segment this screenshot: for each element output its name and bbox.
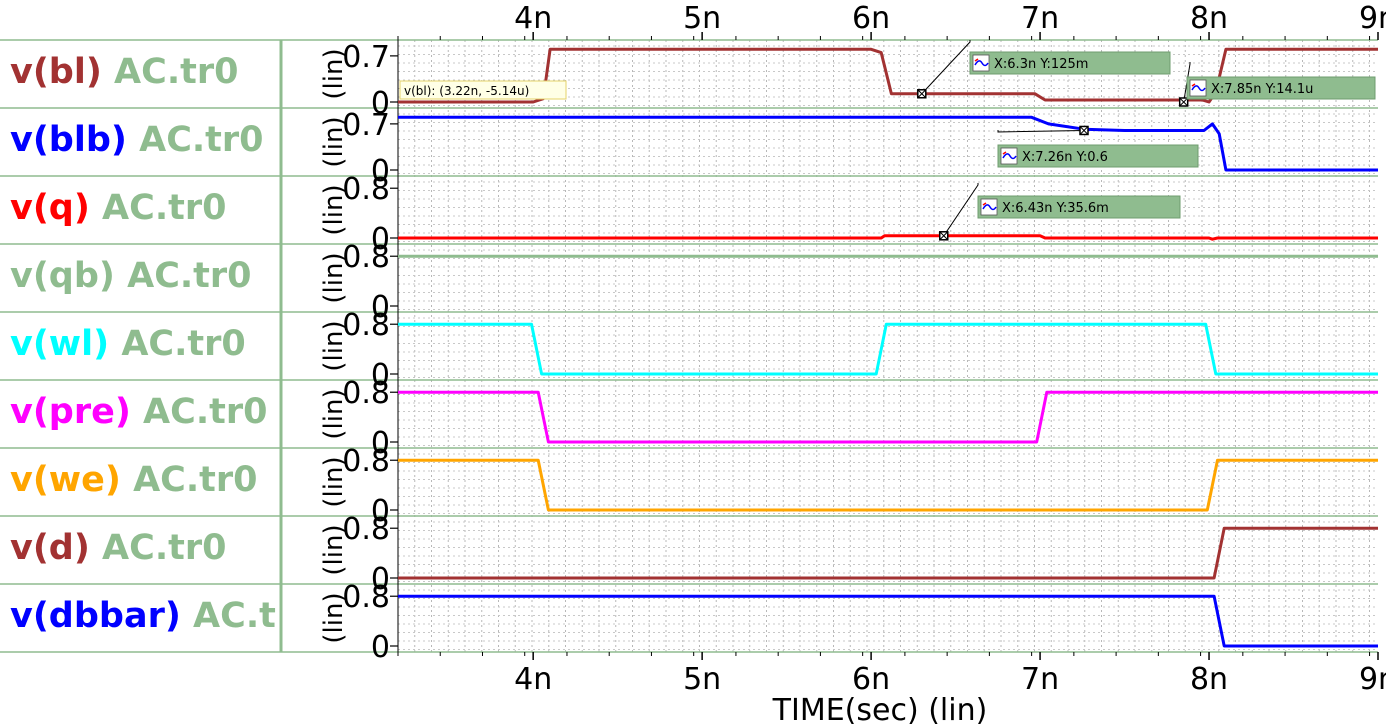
waveform-vblb[interactable] bbox=[398, 117, 1378, 170]
signal-dataset: AC.tr0 bbox=[90, 528, 227, 568]
signal-label[interactable]: v(pre) AC.tr0 bbox=[10, 392, 267, 432]
y-tick-label: 0.7 bbox=[342, 40, 390, 75]
grid bbox=[398, 40, 1378, 652]
signal-label[interactable]: v(we) AC.tr0 bbox=[10, 460, 258, 500]
waveform-vd[interactable] bbox=[398, 528, 1378, 578]
waveform-vwe[interactable] bbox=[398, 460, 1378, 510]
y-tick-label: 0.8 bbox=[342, 172, 390, 207]
x-tick-label-top: 4n bbox=[514, 1, 552, 36]
y-tick-label: 0.8 bbox=[342, 444, 390, 479]
signal-name: v(we) bbox=[10, 460, 121, 500]
marker-leader-line bbox=[922, 40, 970, 94]
signal-name: v(wl) bbox=[10, 324, 109, 364]
measurement-marker[interactable]: X:6.3n Y:125m bbox=[918, 40, 1170, 98]
measurement-marker[interactable]: X:7.85n Y:14.1u bbox=[1180, 62, 1375, 106]
signal-label[interactable]: v(blb) AC.tr0 bbox=[10, 120, 264, 160]
y-tick-label: 0 bbox=[371, 630, 390, 665]
waveform-vdbbar[interactable] bbox=[398, 596, 1378, 646]
signal-label[interactable]: v(dbbar) AC.t bbox=[10, 596, 276, 636]
x-tick-label-bottom: 7n bbox=[1021, 662, 1059, 697]
signal-name: v(dbbar) bbox=[10, 596, 181, 636]
x-tick-label-bottom: 6n bbox=[852, 662, 890, 697]
signal-label[interactable]: v(qb) AC.tr0 bbox=[10, 256, 252, 296]
y-tick-label: 0.8 bbox=[342, 512, 390, 547]
x-tick-label-bottom: 4n bbox=[514, 662, 552, 697]
x-tick-label-bottom: 9n bbox=[1359, 662, 1386, 697]
x-tick-label-top: 5n bbox=[683, 1, 721, 36]
cursor-readout-text: v(bl): (3.22n, -5.14u) bbox=[404, 84, 529, 98]
signal-dataset: AC.tr0 bbox=[121, 460, 258, 500]
marker-label-text: X:7.26n Y:0.6 bbox=[1022, 150, 1108, 165]
y-tick-label: 0.7 bbox=[342, 108, 390, 143]
marker-label-text: X:7.85n Y:14.1u bbox=[1211, 82, 1313, 97]
signal-name: v(blb) bbox=[10, 120, 127, 160]
measurement-marker[interactable]: X:7.26n Y:0.6 bbox=[998, 126, 1198, 167]
signal-name: v(bl) bbox=[10, 52, 102, 92]
signal-dataset: AC.tr0 bbox=[102, 52, 239, 92]
y-tick-label: 0.8 bbox=[342, 308, 390, 343]
marker-label-text: X:6.3n Y:125m bbox=[994, 57, 1088, 72]
cursor-readout: v(bl): (3.22n, -5.14u) bbox=[400, 81, 566, 99]
x-tick-label-top: 7n bbox=[1021, 1, 1059, 36]
signal-dataset: AC.t bbox=[181, 596, 276, 636]
signal-label[interactable]: v(q) AC.tr0 bbox=[10, 188, 226, 228]
x-tick-label-bottom: 8n bbox=[1190, 662, 1228, 697]
signal-label[interactable]: v(bl) AC.tr0 bbox=[10, 52, 238, 92]
signal-dataset: AC.tr0 bbox=[127, 120, 264, 160]
x-tick-label-top: 8n bbox=[1190, 1, 1228, 36]
marker-leader-line bbox=[998, 130, 1084, 132]
signal-name: v(d) bbox=[10, 528, 90, 568]
signal-dataset: AC.tr0 bbox=[115, 256, 252, 296]
x-tick-label-top: 6n bbox=[852, 1, 890, 36]
signal-dataset: AC.tr0 bbox=[90, 188, 227, 228]
y-tick-label: 0.8 bbox=[342, 580, 390, 615]
signal-name: v(qb) bbox=[10, 256, 115, 296]
marker-label-text: X:6.43n Y:35.6m bbox=[1002, 201, 1109, 216]
signal-label[interactable]: v(d) AC.tr0 bbox=[10, 528, 226, 568]
signal-name: v(pre) bbox=[10, 392, 131, 432]
x-tick-label-top: 9n bbox=[1359, 1, 1386, 36]
y-tick-label: 0.8 bbox=[342, 376, 390, 411]
waveform-vwl[interactable] bbox=[398, 324, 1378, 374]
y-tick-label: 0.8 bbox=[342, 240, 390, 275]
signal-name: v(q) bbox=[10, 188, 90, 228]
waveform-vq[interactable] bbox=[398, 236, 1378, 239]
signal-dataset: AC.tr0 bbox=[131, 392, 268, 432]
measurement-marker[interactable]: X:6.43n Y:35.6m bbox=[940, 183, 1180, 240]
waveform-vpre[interactable] bbox=[398, 392, 1378, 442]
signal-dataset: AC.tr0 bbox=[109, 324, 246, 364]
x-axis-label: TIME(sec) (lin) bbox=[772, 693, 988, 724]
signal-label[interactable]: v(wl) AC.tr0 bbox=[10, 324, 246, 364]
x-tick-label-bottom: 5n bbox=[683, 662, 721, 697]
